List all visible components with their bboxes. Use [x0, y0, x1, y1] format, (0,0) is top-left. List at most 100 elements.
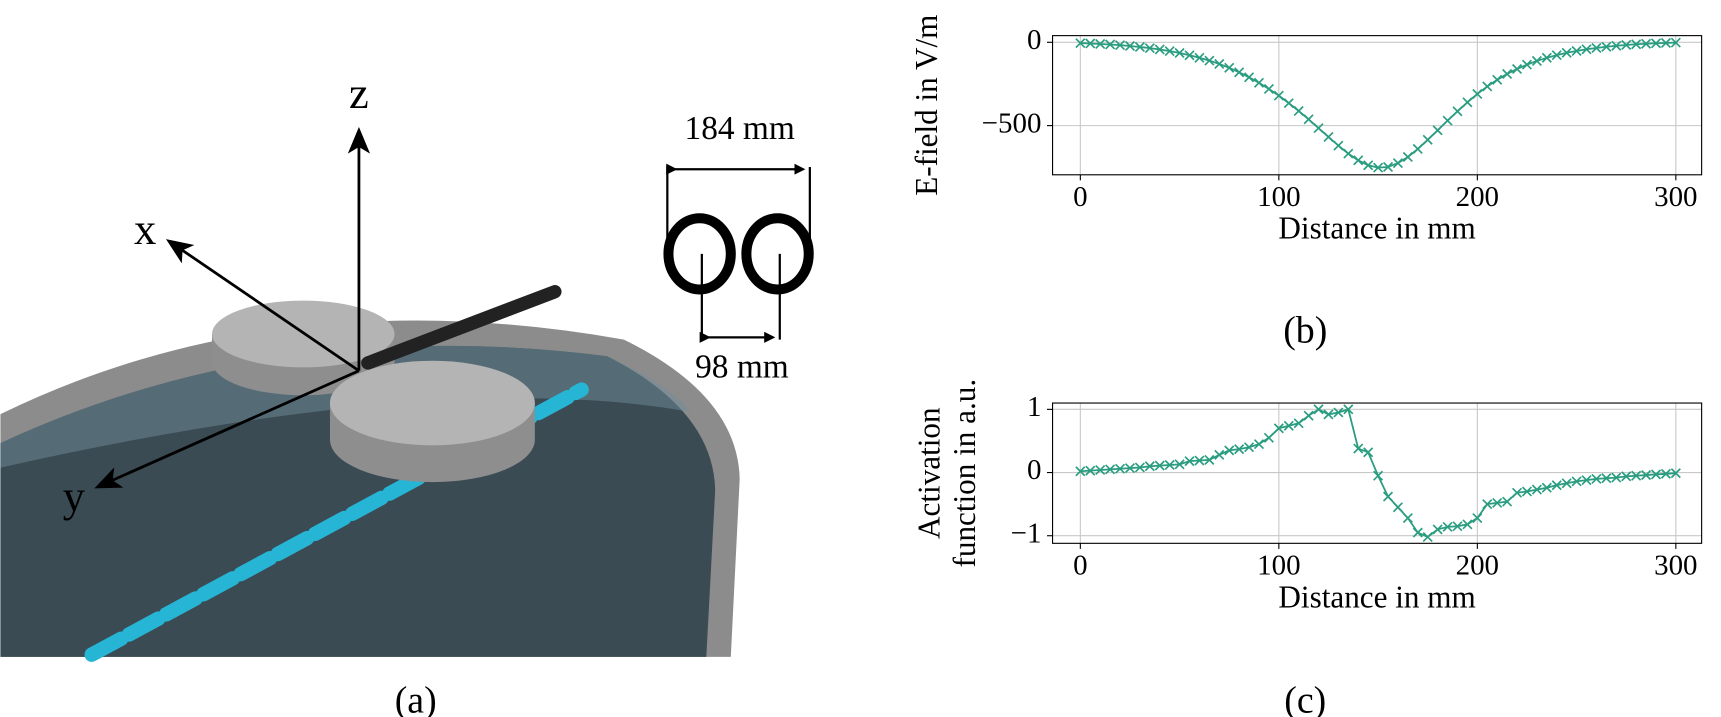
- data-point: [1253, 77, 1265, 88]
- data-point: [1551, 480, 1562, 491]
- data-point: [1621, 39, 1632, 51]
- data-point: [1650, 38, 1662, 49]
- x-tick-label: 200: [1456, 181, 1499, 213]
- data-point: [1263, 83, 1274, 95]
- data-point: [1472, 512, 1483, 524]
- coil-top: [329, 360, 535, 446]
- data-point: [1174, 47, 1185, 59]
- data-point: [1124, 463, 1136, 474]
- data-point: [1541, 482, 1552, 493]
- data-point: [1641, 470, 1652, 481]
- data-point: [1085, 38, 1096, 49]
- data-point: [1402, 512, 1413, 524]
- data-point: [1492, 497, 1503, 508]
- data-point: [1293, 105, 1304, 117]
- data-point: [1641, 38, 1652, 49]
- data-point: [1144, 461, 1155, 472]
- data-point: [1253, 439, 1265, 450]
- render: z x y: [0, 68, 740, 662]
- data-point: [1392, 502, 1403, 513]
- data-point: [1105, 464, 1116, 475]
- data-point: [1244, 72, 1255, 83]
- axis-label: x: [134, 204, 156, 254]
- data-point: [1511, 63, 1523, 75]
- data-point: [1531, 55, 1542, 67]
- data-point: [1134, 41, 1145, 53]
- coil: [663, 213, 736, 295]
- data-point: [1561, 47, 1572, 58]
- data-point: [1670, 37, 1681, 48]
- data-point: [1343, 148, 1354, 159]
- data-point: [1373, 470, 1384, 481]
- data-point: [1631, 470, 1642, 481]
- data-point: [1373, 162, 1384, 173]
- x-axis-label: Distance in mm: [1278, 579, 1475, 614]
- data-point: [1462, 519, 1473, 530]
- data-point: [1234, 444, 1245, 455]
- data-point: [1581, 475, 1592, 486]
- data-point: [1343, 404, 1354, 415]
- data-point: [1204, 55, 1215, 66]
- data-point: [1124, 40, 1136, 52]
- data-point: [1323, 131, 1334, 143]
- axis-arrow: [94, 369, 360, 489]
- data-point: [1660, 37, 1671, 49]
- dimension-label: 184 mm: [685, 110, 795, 147]
- data-point: [1353, 155, 1364, 166]
- data-point: [1442, 115, 1453, 126]
- data-point: [1660, 468, 1671, 479]
- data-point: [1244, 442, 1255, 453]
- dimension-label: 98 mm: [695, 348, 789, 385]
- data-point: [1194, 52, 1205, 63]
- data-point: [1492, 74, 1503, 85]
- data-point: [1283, 98, 1294, 109]
- data-point: [1144, 43, 1155, 54]
- data-point: [1581, 44, 1592, 55]
- x-tick-label: 0: [1073, 181, 1087, 213]
- data-point: [1402, 151, 1413, 163]
- coil-sketch: 184 mm 98 mm: [663, 110, 814, 385]
- data-point: [1611, 472, 1622, 483]
- data-point: [1263, 432, 1274, 443]
- data-point: [1095, 464, 1106, 476]
- data-point: [1591, 42, 1602, 54]
- data-point: [1531, 484, 1542, 495]
- data-point: [1670, 468, 1681, 479]
- data-point: [1313, 404, 1324, 415]
- data-point: [1283, 420, 1294, 431]
- data-point: [1303, 410, 1314, 421]
- data-point: [1085, 465, 1096, 476]
- plot-frame: [1051, 35, 1703, 176]
- data-point: [1303, 114, 1314, 125]
- data-point: [1442, 521, 1453, 532]
- data-point: [1273, 90, 1284, 101]
- data-point: [1194, 455, 1205, 466]
- caption: (a): [395, 679, 437, 717]
- data-point: [1115, 463, 1126, 474]
- data-point: [1422, 531, 1433, 543]
- data-point: [1154, 44, 1165, 55]
- y-axis-label: function in a.u.: [947, 379, 982, 568]
- caption: (b): [1283, 310, 1327, 352]
- data-point: [1551, 50, 1562, 61]
- data-point: [1482, 499, 1493, 510]
- data-line: [1080, 408, 1676, 539]
- data-point: [1422, 134, 1433, 145]
- data-point: [1164, 459, 1175, 471]
- data-point: [1333, 407, 1344, 418]
- cable: [361, 285, 562, 370]
- data-point: [1184, 456, 1195, 467]
- data-point: [1502, 68, 1513, 80]
- data-point: [1650, 469, 1662, 480]
- y-tick-label: −1: [1011, 517, 1042, 549]
- x-tick-label: 100: [1257, 549, 1300, 581]
- data-point: [1234, 67, 1245, 78]
- data-point: [1462, 97, 1473, 108]
- data-point: [1164, 46, 1175, 57]
- data-point: [1075, 466, 1086, 477]
- y-tick-label: 1: [1027, 391, 1041, 423]
- data-point: [1382, 491, 1394, 502]
- x-tick-label: 0: [1073, 549, 1087, 581]
- data-point: [1432, 125, 1443, 136]
